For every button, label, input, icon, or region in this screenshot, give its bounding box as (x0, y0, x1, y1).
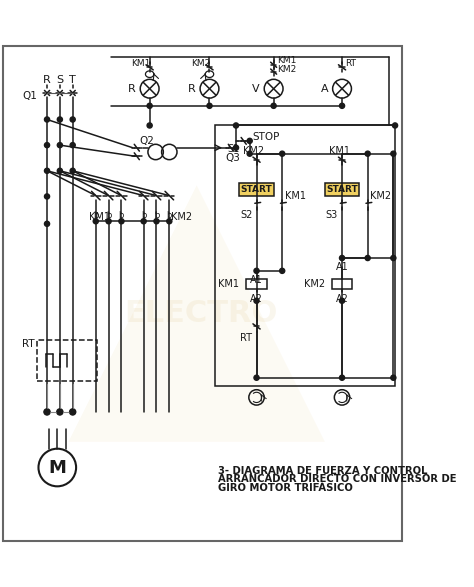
Circle shape (254, 375, 259, 380)
Circle shape (141, 219, 146, 224)
Circle shape (57, 117, 63, 122)
Text: R: R (188, 84, 196, 94)
Text: STOP: STOP (252, 131, 280, 141)
Text: KM1: KM1 (277, 56, 296, 65)
Circle shape (247, 139, 252, 143)
Text: A: A (321, 84, 328, 94)
Text: RT: RT (240, 333, 252, 343)
Circle shape (254, 268, 259, 274)
Circle shape (167, 219, 172, 224)
Text: KM2: KM2 (244, 146, 264, 156)
Circle shape (247, 151, 252, 156)
Circle shape (57, 409, 63, 414)
Text: A1: A1 (250, 275, 263, 285)
Text: b: b (118, 211, 124, 220)
Circle shape (233, 123, 238, 128)
Text: KM1: KM1 (219, 279, 239, 289)
Text: Q1: Q1 (22, 90, 37, 100)
Bar (37, 340, 97, 381)
Text: RT: RT (346, 59, 356, 68)
Circle shape (339, 298, 345, 303)
Circle shape (119, 219, 124, 224)
Circle shape (271, 103, 276, 109)
Circle shape (45, 409, 50, 414)
Bar (332, 279, 352, 289)
Text: b: b (167, 211, 172, 220)
Text: START: START (241, 185, 273, 194)
Circle shape (45, 117, 50, 122)
Circle shape (70, 168, 75, 173)
Text: S3: S3 (326, 210, 338, 220)
Circle shape (70, 409, 75, 414)
Polygon shape (68, 185, 325, 442)
Circle shape (392, 123, 398, 128)
Circle shape (70, 117, 75, 122)
Circle shape (339, 255, 345, 261)
Circle shape (391, 151, 396, 156)
Text: S1: S1 (227, 144, 239, 154)
Text: KM1: KM1 (329, 146, 350, 156)
Text: ARRANCADOR DIRECTO CON INVERSOR DE: ARRANCADOR DIRECTO CON INVERSOR DE (218, 474, 456, 484)
Circle shape (391, 255, 396, 261)
Circle shape (57, 143, 63, 148)
Circle shape (280, 268, 285, 274)
FancyBboxPatch shape (325, 183, 359, 197)
Text: A2: A2 (336, 294, 348, 304)
Circle shape (154, 219, 159, 224)
Text: b: b (141, 211, 146, 220)
Text: b: b (106, 211, 111, 220)
Text: KM1: KM1 (285, 191, 306, 201)
Text: 3- DIAGRAMA DE FUERZA Y CONTROL: 3- DIAGRAMA DE FUERZA Y CONTROL (218, 466, 428, 476)
Text: S: S (56, 75, 64, 85)
Circle shape (45, 221, 50, 227)
Text: START: START (326, 185, 358, 194)
Circle shape (45, 143, 50, 148)
Text: RT: RT (22, 339, 35, 349)
Text: A2: A2 (250, 294, 263, 304)
Text: KM2: KM2 (191, 59, 210, 68)
Text: KM2: KM2 (304, 279, 325, 289)
Circle shape (339, 375, 345, 380)
FancyBboxPatch shape (239, 183, 273, 197)
Text: KM2: KM2 (277, 65, 296, 73)
Circle shape (57, 168, 63, 173)
Circle shape (391, 375, 396, 380)
Bar (246, 279, 267, 289)
Text: R: R (128, 84, 136, 94)
Text: b: b (154, 211, 159, 220)
Circle shape (339, 103, 345, 109)
Text: Q2: Q2 (139, 136, 154, 146)
Text: R: R (43, 75, 51, 85)
Text: ELECTRO: ELECTRO (124, 299, 278, 328)
Text: KM1: KM1 (89, 212, 110, 222)
Text: M: M (48, 458, 66, 477)
Circle shape (233, 145, 238, 150)
Circle shape (365, 151, 370, 156)
Text: S2: S2 (240, 210, 252, 220)
Text: KM2: KM2 (370, 191, 392, 201)
Text: V: V (252, 84, 260, 94)
Circle shape (207, 103, 212, 109)
Circle shape (70, 143, 75, 148)
Text: GIRO MOTOR TRIFÁSICO: GIRO MOTOR TRIFÁSICO (218, 483, 353, 493)
Bar (216, 126, 395, 386)
Text: A1: A1 (336, 262, 348, 272)
Circle shape (45, 168, 50, 173)
Text: T: T (69, 75, 76, 85)
Circle shape (147, 123, 152, 128)
Circle shape (93, 219, 98, 224)
Text: KM1: KM1 (131, 59, 150, 68)
Circle shape (365, 255, 370, 261)
Circle shape (147, 103, 152, 109)
Text: b: b (93, 211, 99, 220)
Circle shape (45, 194, 50, 199)
Circle shape (106, 219, 111, 224)
Circle shape (280, 151, 285, 156)
Text: Q3: Q3 (225, 153, 240, 163)
Circle shape (254, 298, 259, 303)
Text: KM2: KM2 (171, 212, 192, 222)
